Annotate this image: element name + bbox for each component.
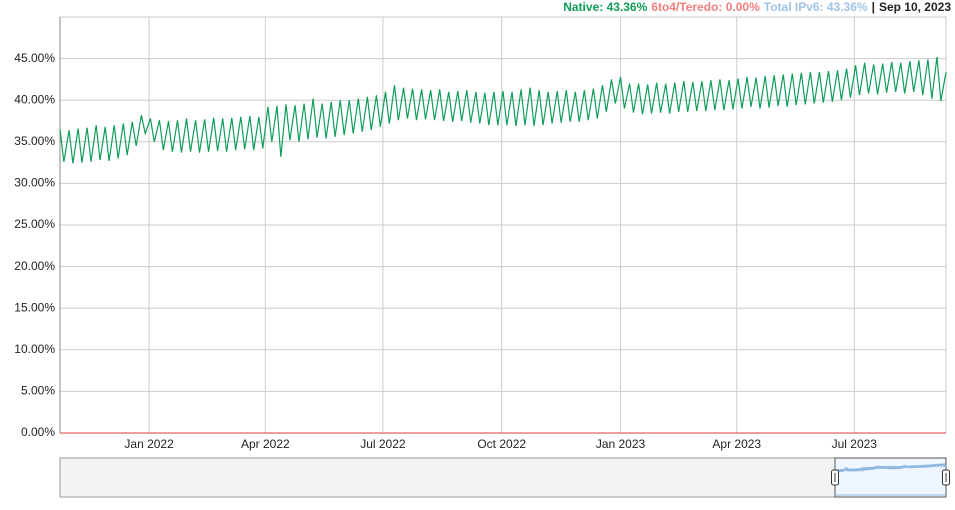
y-tick-label: 25.00% [14,217,55,231]
x-tick-label: Apr 2022 [241,437,290,451]
y-tick-label: 10.00% [14,342,55,356]
x-tick-label: Jul 2022 [360,437,406,451]
series-line [834,463,947,473]
y-tick-label: 30.00% [14,176,55,190]
readout-date: Sep 10, 2023 [878,0,951,14]
navigator-selection [834,457,947,498]
y-tick-label: 15.00% [14,300,55,314]
x-tick-label: Jul 2023 [832,437,878,451]
x-tick-label: Jan 2022 [124,437,174,451]
navigator [59,457,947,498]
y-tick-label: 45.00% [14,51,55,65]
readout-item: Total IPv6: 43.36% [763,0,868,14]
x-tick-label: Jan 2023 [596,437,646,451]
series-line [59,56,947,164]
readout-item: Native: 43.36% [563,0,648,14]
y-tick-label: 0.00% [21,425,55,439]
y-tick-label: 35.00% [14,134,55,148]
y-tick-label: 5.00% [21,384,55,398]
readout-separator: | [871,0,875,14]
x-tick-label: Oct 2022 [477,437,526,451]
readout-item: 6to4/Teredo: 0.00% [651,0,760,14]
readout: Native: 43.36% 6to4/Teredo: 0.00% Total IP… [559,0,951,14]
x-tick-label: Apr 2023 [712,437,761,451]
y-tick-label: 40.00% [14,92,55,106]
y-tick-label: 20.00% [14,259,55,273]
